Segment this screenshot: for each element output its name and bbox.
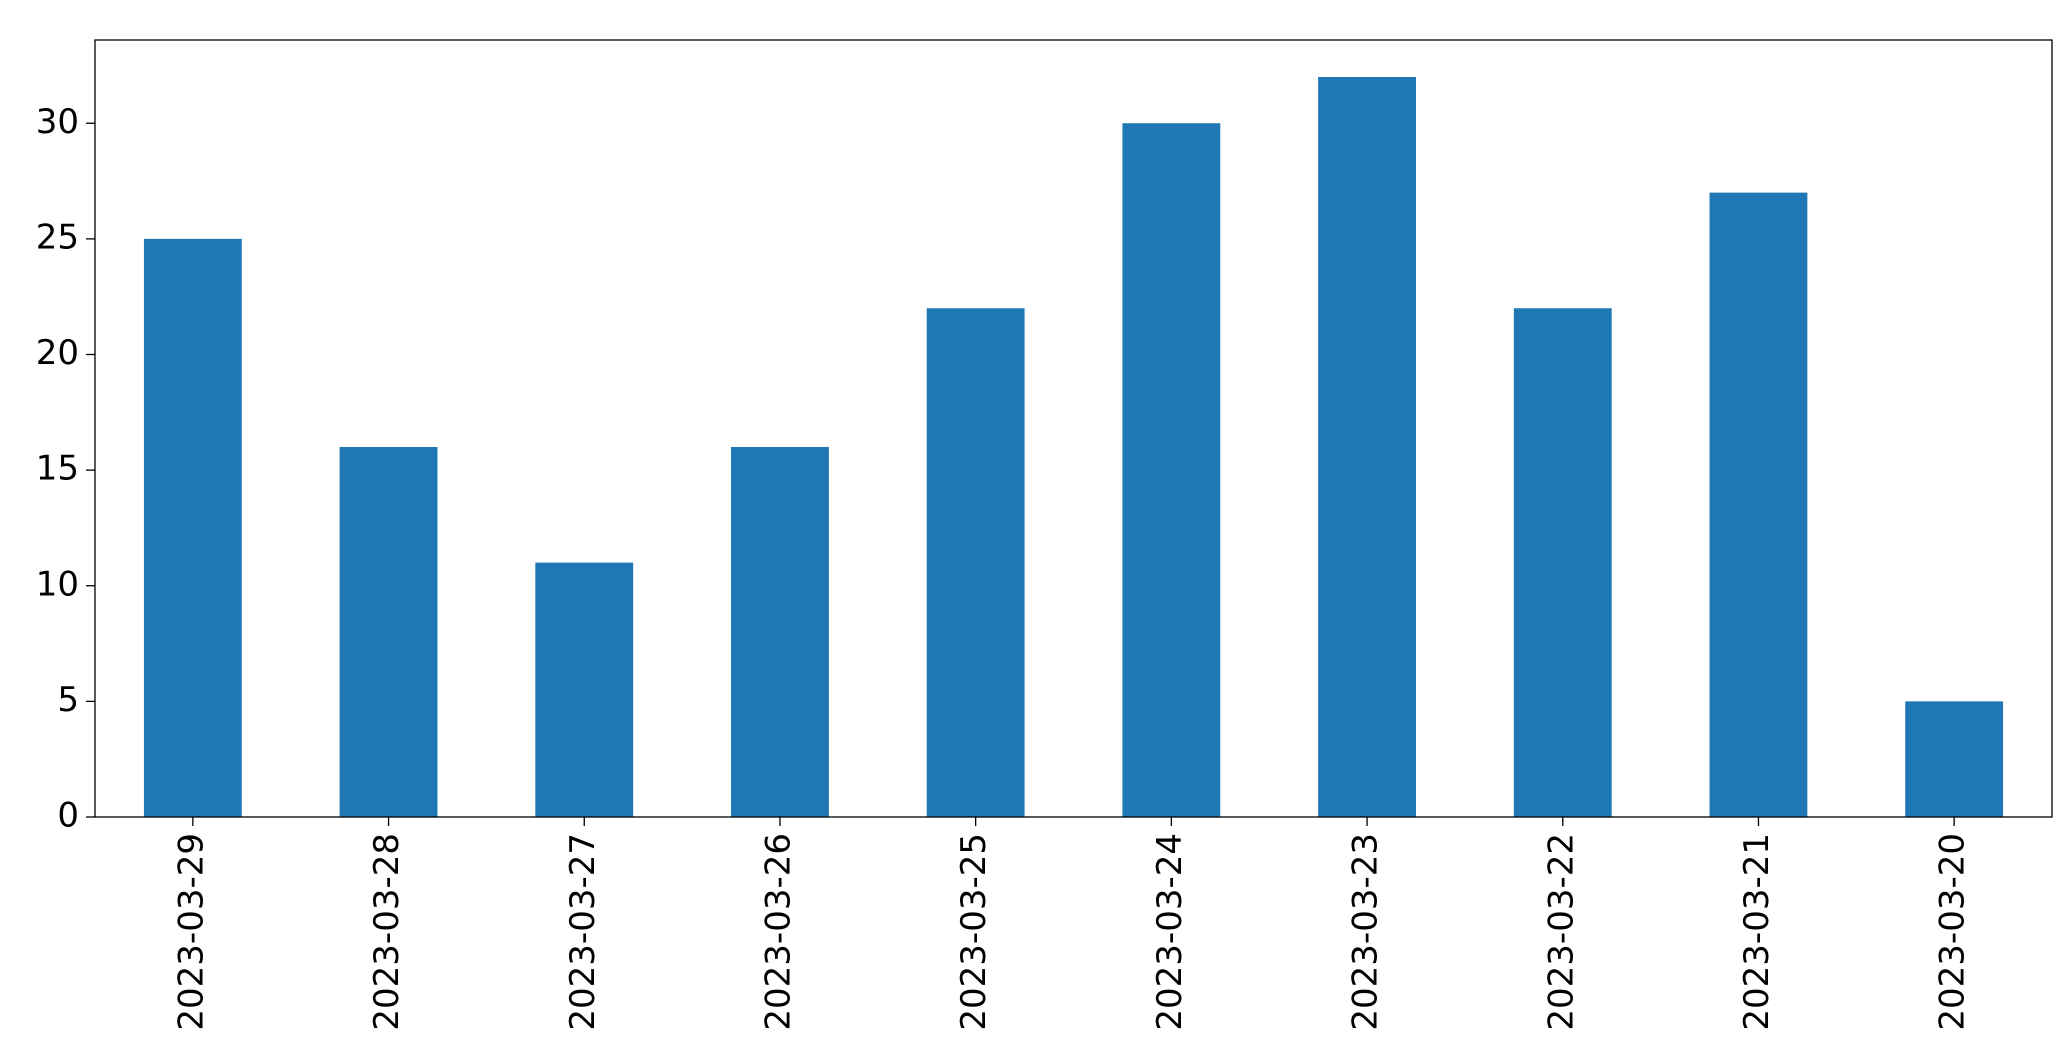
y-tick-label: 5 [57, 680, 79, 720]
y-tick-label: 30 [36, 102, 79, 142]
x-tick-label: 2023-03-24 [1150, 833, 1190, 1031]
bar [1709, 192, 1808, 817]
bar [1122, 123, 1221, 817]
y-tick-label: 20 [36, 333, 79, 373]
bar [926, 308, 1025, 817]
y-tick-label: 25 [36, 217, 79, 257]
bar [731, 447, 829, 817]
x-tick-label: 2023-03-25 [954, 833, 994, 1031]
bar [1318, 77, 1416, 817]
y-tick-label: 0 [57, 796, 79, 836]
bar [1905, 701, 2004, 817]
bar [143, 238, 242, 817]
x-tick-label: 2023-03-27 [563, 833, 603, 1031]
x-tick-label: 2023-03-23 [1346, 833, 1386, 1031]
x-tick-label: 2023-03-28 [367, 833, 407, 1031]
bar [339, 447, 438, 817]
x-tick-label: 2023-03-21 [1737, 833, 1777, 1031]
y-tick-label: 10 [36, 564, 79, 604]
plot-frame [94, 39, 2053, 818]
x-tick-label: 2023-03-29 [171, 833, 211, 1031]
y-tick-label: 15 [36, 449, 79, 489]
bar [1513, 308, 1612, 817]
bar [535, 562, 634, 817]
x-tick-label: 2023-03-20 [1933, 833, 1973, 1031]
x-tick-label: 2023-03-26 [758, 833, 798, 1031]
x-tick-label: 2023-03-22 [1541, 833, 1581, 1031]
